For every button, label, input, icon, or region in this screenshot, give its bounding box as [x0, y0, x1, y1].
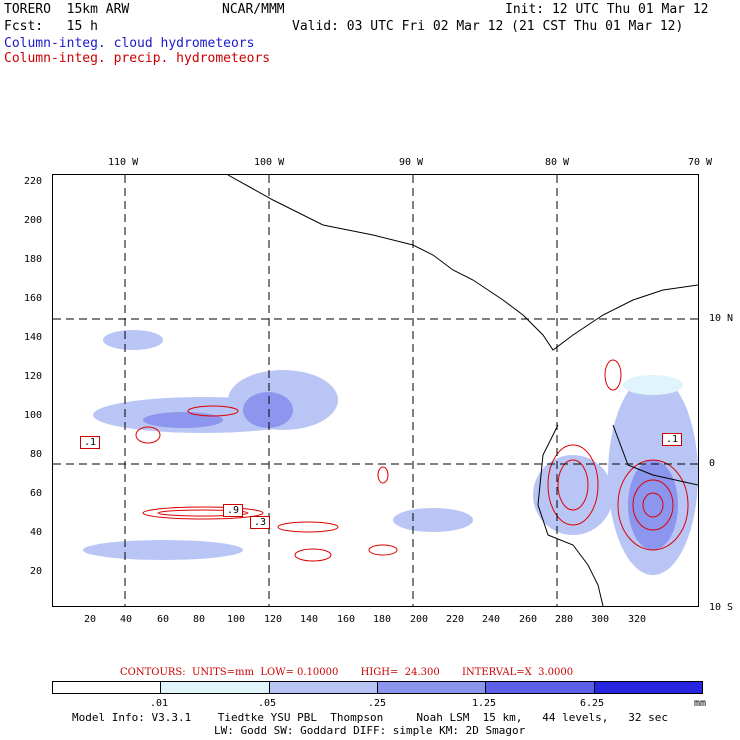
lat-label-10s: 10 S: [709, 602, 734, 613]
contour-label-4: .1: [662, 433, 683, 446]
x-tick-80: 80: [193, 614, 206, 625]
map-canvas: [53, 175, 698, 606]
lon-label-80w: 80 W: [545, 157, 570, 168]
forecast-hour: Fcst: 15 h: [4, 19, 98, 34]
y-tick-20: 20: [30, 566, 43, 577]
valid-time: Valid: 03 UTC Fri 02 Mar 12 (21 CST Thu …: [292, 19, 684, 34]
y-tick-80: 80: [30, 449, 43, 460]
legend-precip: Column-integ. precip. hydrometeors: [4, 51, 271, 66]
x-tick-40: 40: [120, 614, 133, 625]
lon-label-110w: 110 W: [108, 157, 139, 168]
x-tick-300: 300: [591, 614, 610, 625]
model-title: TORERO 15km ARW: [4, 2, 130, 17]
x-tick-260: 260: [519, 614, 538, 625]
init-time: Init: 12 UTC Thu 01 Mar 12: [505, 2, 709, 17]
lon-label-100w: 100 W: [254, 157, 285, 168]
x-tick-220: 220: [446, 614, 465, 625]
x-tick-200: 200: [410, 614, 429, 625]
colorbar-segment: [53, 682, 161, 693]
colorbar-label-25: .25: [368, 698, 387, 709]
x-tick-280: 280: [555, 614, 574, 625]
x-tick-20: 20: [84, 614, 97, 625]
y-tick-100: 100: [24, 410, 43, 421]
y-tick-180: 180: [24, 254, 43, 265]
x-tick-240: 240: [482, 614, 501, 625]
lon-label-70w: 70 W: [688, 157, 713, 168]
y-tick-60: 60: [30, 488, 43, 499]
cloud-patch-coast: [533, 455, 613, 535]
contour-label-3: .3: [250, 516, 271, 529]
x-tick-140: 140: [300, 614, 319, 625]
lat-label-10n: 10 N: [709, 313, 734, 324]
cloud-core-center: [243, 392, 293, 428]
contour-label-2: .9: [223, 504, 244, 517]
colorbar-unit: mm: [694, 698, 707, 709]
contours-info: CONTOURS: UNITS=mm LOW= 0.10000 HIGH= 24…: [120, 667, 574, 678]
legend-cloud: Column-integ. cloud hydrometeors: [4, 36, 255, 51]
x-tick-120: 120: [264, 614, 283, 625]
coastlines: [227, 175, 698, 606]
lat-lon-grid: [53, 175, 698, 606]
contour-label-1: .1: [80, 436, 101, 449]
y-tick-140: 140: [24, 332, 43, 343]
y-tick-200: 200: [24, 215, 43, 226]
colorbar-segment: [160, 682, 269, 693]
colorbar-segment: [268, 682, 377, 693]
colorbar-segment: [593, 682, 702, 693]
colorbar-label-625: 6.25: [580, 698, 605, 709]
colorbar: [52, 681, 703, 694]
cloud-core-west: [143, 412, 223, 428]
cloud-patch-nw: [103, 330, 163, 350]
x-tick-160: 160: [337, 614, 356, 625]
y-tick-120: 120: [24, 371, 43, 382]
cloud-patch-south: [393, 508, 473, 532]
cloud-andes-core: [628, 460, 678, 550]
cloud-shading: [83, 330, 698, 575]
lon-label-90w: 90 W: [399, 157, 424, 168]
colorbar-segment: [376, 682, 486, 693]
x-tick-320: 320: [628, 614, 647, 625]
colorbar-label-01: .01: [150, 698, 169, 709]
org-label: NCAR/MMM: [222, 2, 285, 17]
y-tick-40: 40: [30, 527, 43, 538]
model-info-line1: Model Info: V3.3.1 Tiedtke YSU PBL Thomp…: [72, 711, 669, 724]
x-tick-100: 100: [227, 614, 246, 625]
y-tick-160: 160: [24, 293, 43, 304]
colorbar-label-125: 1.25: [472, 698, 497, 709]
precip-contours: [135, 359, 689, 562]
model-info-line2: LW: Godd SW: Goddard DIFF: simple KM: 2D…: [214, 724, 526, 737]
lat-label-eq: 0: [709, 458, 716, 469]
x-tick-60: 60: [157, 614, 170, 625]
cloud-band-south: [83, 540, 243, 560]
x-tick-180: 180: [373, 614, 392, 625]
colorbar-segment: [485, 682, 594, 693]
y-tick-220: 220: [24, 176, 43, 187]
map-panel: [52, 174, 699, 607]
colorbar-label-05: .05: [258, 698, 277, 709]
cloud-patch-ne: [623, 375, 683, 395]
